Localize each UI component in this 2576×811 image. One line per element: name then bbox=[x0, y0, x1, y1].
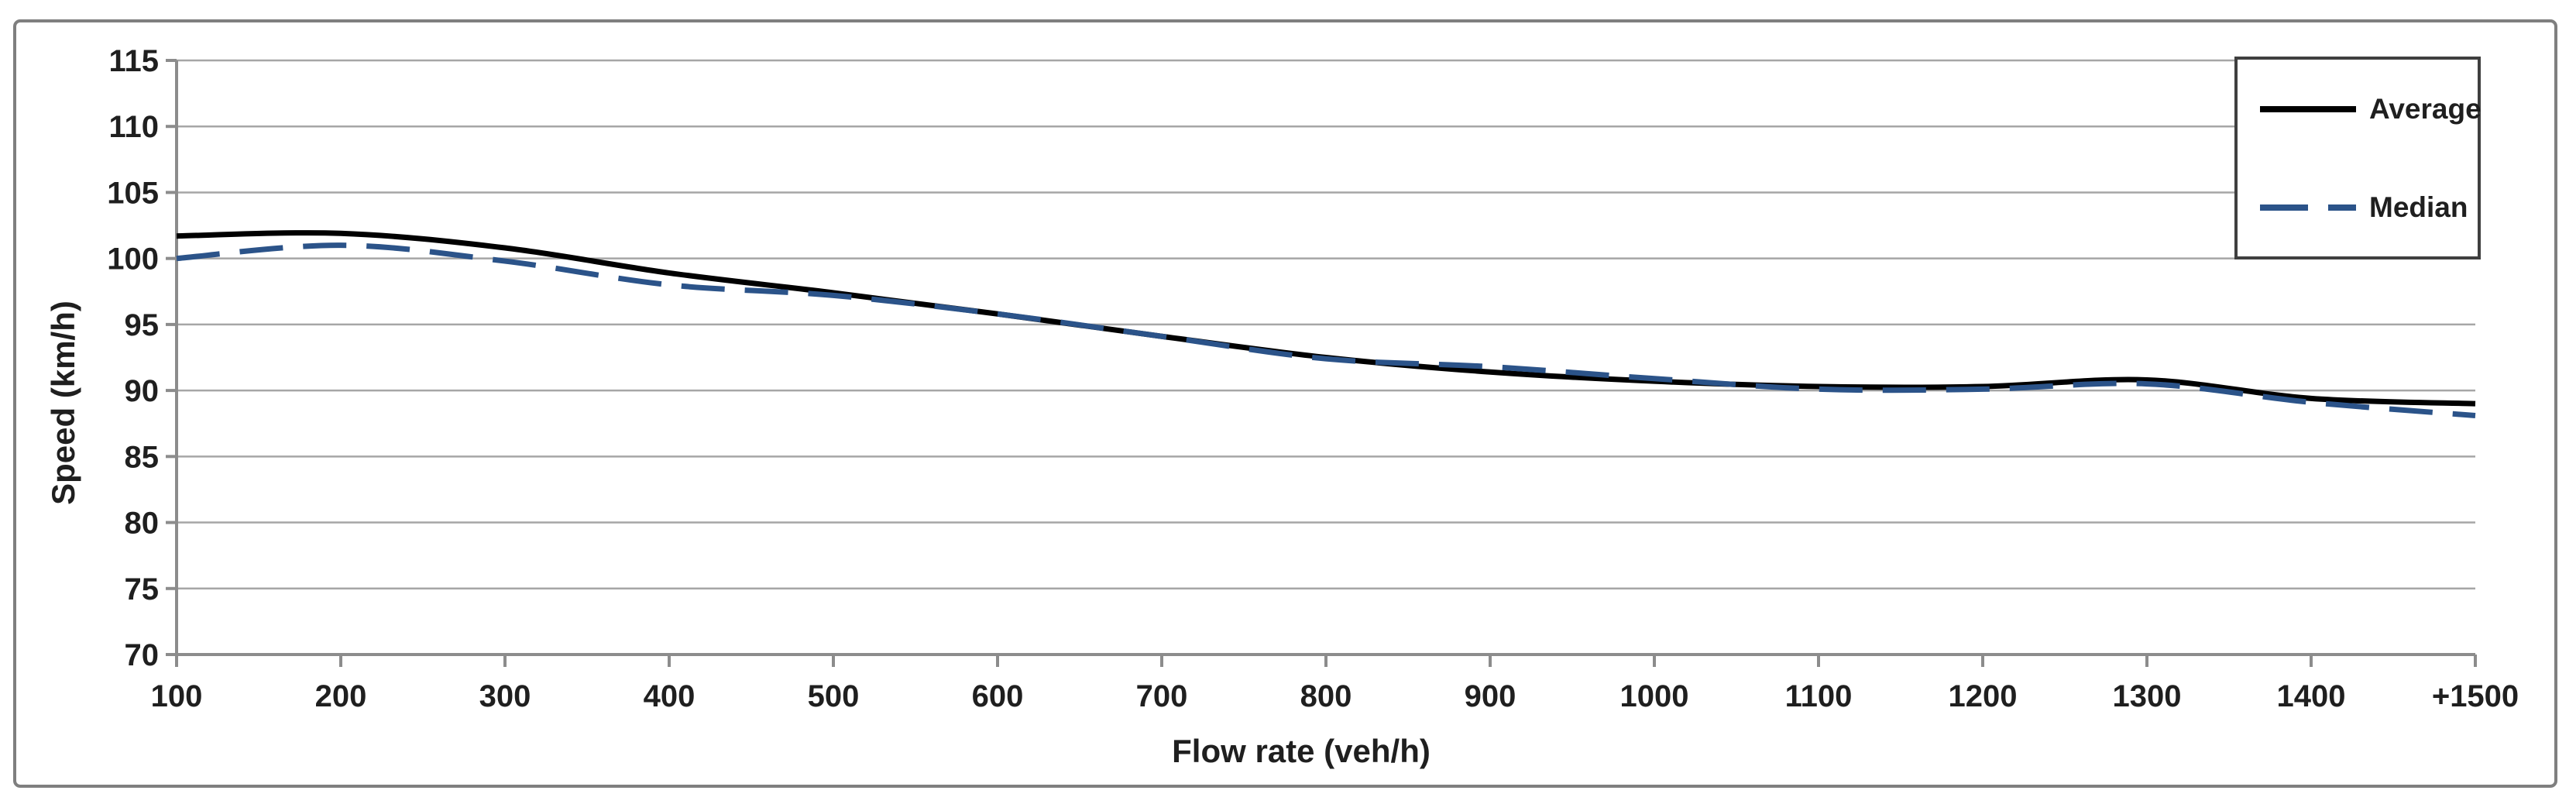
y-tick-label: 110 bbox=[108, 110, 159, 144]
series-line-median bbox=[176, 242, 2476, 418]
x-tick-label: 1400 bbox=[2277, 679, 2346, 713]
x-tick-label: 1200 bbox=[1949, 679, 2018, 713]
y-tick-label: 70 bbox=[125, 638, 160, 672]
x-tick-label: 800 bbox=[1300, 679, 1352, 713]
legend: Average Median bbox=[2234, 57, 2482, 259]
x-tick-label: 1300 bbox=[2113, 679, 2182, 713]
legend-label-average: Average bbox=[2369, 92, 2482, 125]
legend-item-average: Average bbox=[2238, 60, 2482, 158]
y-tick-label: 85 bbox=[125, 440, 160, 474]
legend-median-line-sample bbox=[2260, 204, 2356, 211]
legend-average-line-sample bbox=[2260, 105, 2356, 112]
x-tick-label: 200 bbox=[315, 679, 367, 713]
x-tick-label: 900 bbox=[1465, 679, 1516, 713]
y-tick-label: 80 bbox=[125, 507, 160, 541]
x-tick-label: 500 bbox=[808, 679, 860, 713]
x-tick-label: 1100 bbox=[1785, 679, 1853, 713]
x-tick-label: 100 bbox=[151, 679, 203, 713]
legend-label-median: Median bbox=[2369, 191, 2468, 223]
y-tick-label: 115 bbox=[108, 44, 159, 78]
x-tick-label: +1500 bbox=[2432, 679, 2519, 713]
legend-item-median: Median bbox=[2238, 158, 2478, 256]
chart-outer-frame bbox=[13, 19, 2557, 788]
x-tick-label: 700 bbox=[1136, 679, 1188, 713]
y-tick-label: 95 bbox=[125, 308, 160, 342]
y-tick-label: 90 bbox=[125, 374, 160, 408]
x-tick-label: 300 bbox=[479, 679, 531, 713]
x-tick-label: 400 bbox=[644, 679, 696, 713]
y-tick-label: 75 bbox=[125, 572, 160, 607]
x-tick-label: 600 bbox=[972, 679, 1024, 713]
x-tick-label: 1000 bbox=[1620, 679, 1689, 713]
x-axis-title: Flow rate (veh/h) bbox=[1172, 733, 1431, 769]
y-tick-label: 105 bbox=[107, 176, 159, 210]
y-tick-label: 100 bbox=[107, 242, 159, 277]
y-axis-title: Speed (km/h) bbox=[45, 301, 81, 505]
